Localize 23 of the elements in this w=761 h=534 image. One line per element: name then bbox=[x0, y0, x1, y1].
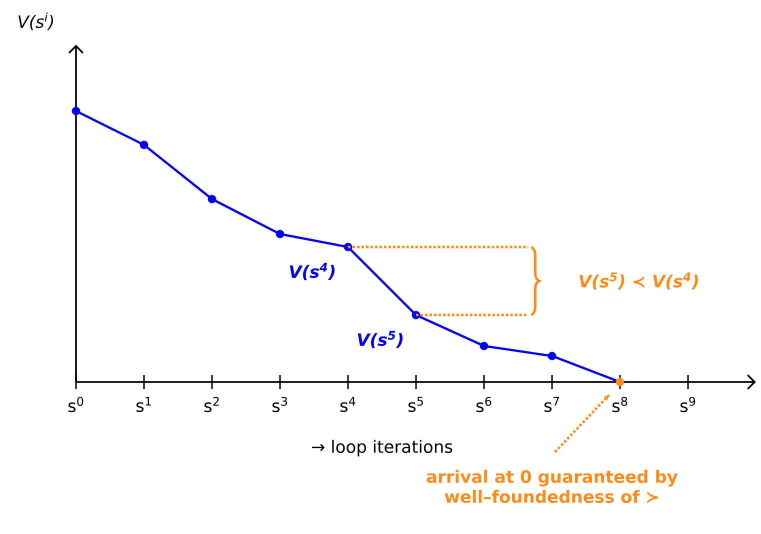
point bbox=[208, 194, 216, 204]
y-axis-title: V(s$^{i}$) bbox=[18, 12, 54, 30]
x-tick-label: s$^{3}$ bbox=[272, 396, 288, 412]
x-tick-label: s$^{7}$ bbox=[544, 396, 559, 412]
annotation: V(s$^{5}$) bbox=[358, 330, 403, 348]
point bbox=[616, 378, 624, 386]
x-tick-label: s$^{6}$ bbox=[476, 396, 492, 412]
point bbox=[72, 106, 80, 116]
text: arrival at 0 guaranteed by well–foundedness of ≻ bbox=[426, 470, 678, 504]
x-axis-title: → loop iterations bbox=[312, 440, 452, 456]
point bbox=[480, 342, 488, 350]
x-tick-label: s$^{4}$ bbox=[340, 396, 356, 412]
annotation: V(s$^{5}$) ≺ V(s$^{4}$) bbox=[580, 272, 698, 290]
x-tick-label: s$^{1}$ bbox=[136, 396, 151, 412]
x-tick-label: s$^{9}$ bbox=[680, 396, 696, 412]
annotation: V(s$^{4}$) bbox=[290, 262, 335, 280]
point bbox=[548, 352, 556, 360]
x-tick-label: s$^{2}$ bbox=[204, 396, 219, 412]
point bbox=[140, 140, 148, 150]
point bbox=[276, 230, 284, 238]
x-tick-label: s$^{0}$ bbox=[68, 396, 84, 412]
x-tick-label: s$^{5}$ bbox=[408, 396, 423, 412]
x-tick-label: s$^{8}$ bbox=[612, 396, 628, 412]
